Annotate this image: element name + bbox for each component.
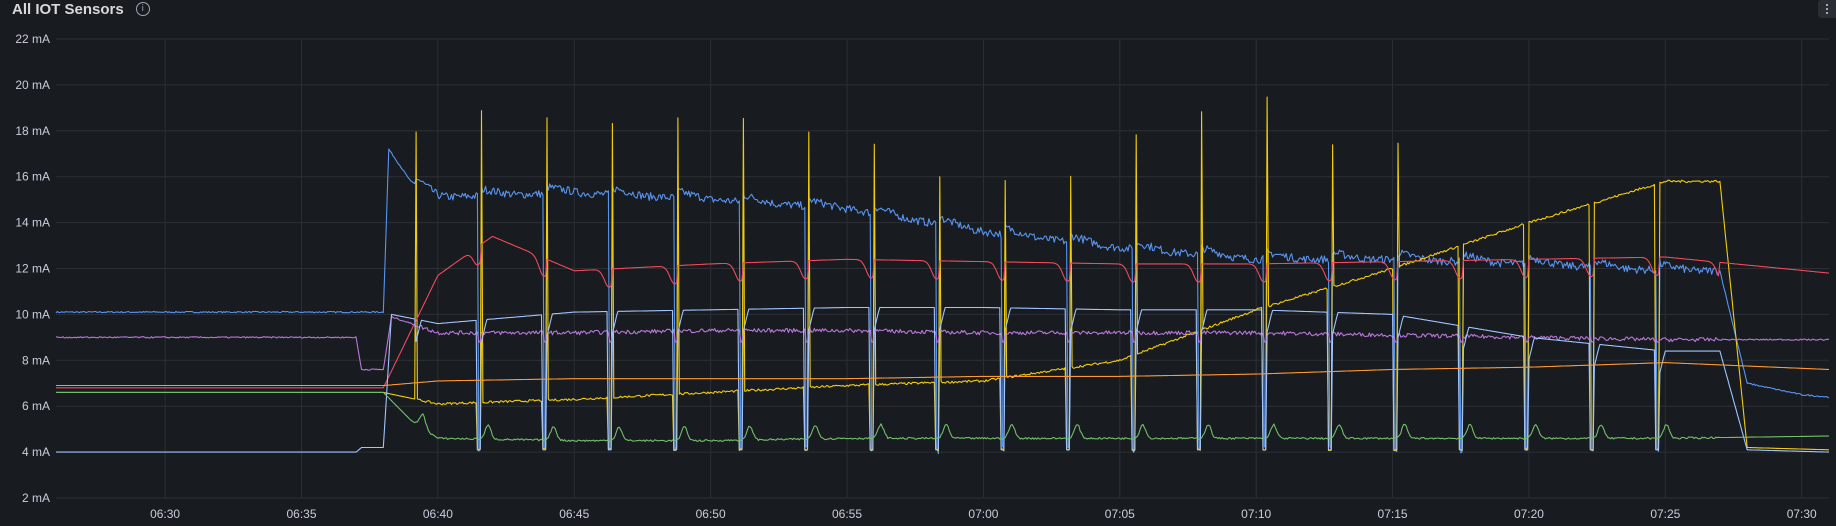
panel-header: All IOT Sensors i — [12, 0, 150, 18]
y-tick-label: 2 mA — [22, 491, 50, 505]
y-axis: 2 mA 4 mA 6 mA 8 mA 10 mA 12 mA 14 mA 16 mA 18 m… — [15, 32, 50, 505]
y-tick-label: 22 mA — [15, 32, 50, 46]
y-tick-label: 10 mA — [15, 307, 50, 321]
y-tick-label: 16 mA — [15, 170, 50, 184]
series-line — [56, 362, 1830, 387]
x-tick-label: 07:05 — [1105, 507, 1135, 521]
y-tick-label: 6 mA — [22, 399, 50, 413]
y-tick-label: 4 mA — [22, 445, 50, 459]
x-tick-label: 06:35 — [286, 507, 316, 521]
series-line — [56, 235, 1830, 389]
y-tick-label: 18 mA — [15, 124, 50, 138]
x-tick-label: 06:40 — [423, 507, 453, 521]
x-tick-label: 07:20 — [1514, 507, 1544, 521]
series-line — [55, 315, 1830, 371]
series-line — [55, 148, 1830, 455]
x-axis: 06:30 06:35 06:40 06:45 06:50 06:55 07:00 07:05… — [150, 507, 1817, 521]
panel-title: All IOT Sensors — [12, 0, 124, 18]
x-tick-label: 07:30 — [1787, 507, 1817, 521]
y-tick-label: 20 mA — [15, 78, 50, 92]
grid — [56, 38, 1829, 499]
series-line — [56, 391, 1830, 443]
info-icon[interactable]: i — [135, 2, 150, 16]
x-tick-label: 07:10 — [1241, 507, 1271, 521]
y-tick-label: 12 mA — [15, 262, 50, 276]
x-tick-label: 07:25 — [1650, 507, 1680, 521]
y-tick-label: 8 mA — [22, 353, 50, 367]
x-tick-label: 06:30 — [150, 507, 180, 521]
series-line — [56, 96, 1829, 452]
x-tick-label: 07:00 — [968, 507, 998, 521]
x-tick-label: 06:55 — [832, 507, 862, 521]
series-line — [56, 306, 1829, 453]
y-tick-label: 14 mA — [15, 216, 50, 230]
series-layer — [55, 96, 1830, 455]
x-tick-label: 06:45 — [559, 507, 589, 521]
kebab-menu-icon[interactable] — [1818, 0, 1836, 18]
x-tick-label: 06:50 — [696, 507, 726, 521]
x-tick-label: 07:15 — [1378, 507, 1408, 521]
